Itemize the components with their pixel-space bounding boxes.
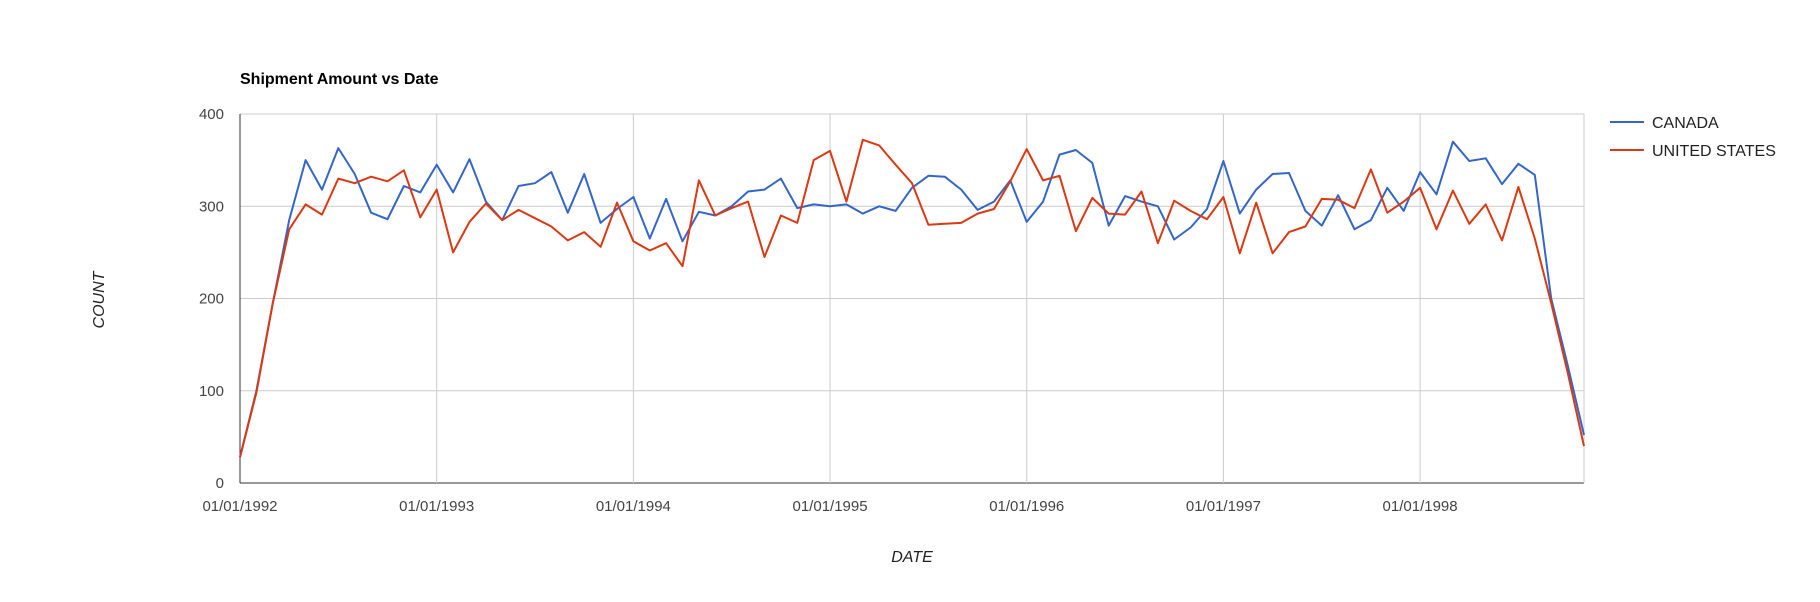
x-tick-label: 01/01/1994 <box>596 498 671 515</box>
legend: CANADA UNITED STATES <box>1610 115 1776 160</box>
y-tick-label: 0 <box>216 475 224 492</box>
series-line-canada <box>239 140 1585 458</box>
legend-label: UNITED STATES <box>1652 143 1776 160</box>
x-axis-ticks: 01/01/1992 01/01/1993 01/01/1994 01/01/1995… <box>202 498 1457 515</box>
grid-lines <box>239 113 1585 484</box>
y-tick-label: 200 <box>199 291 224 308</box>
x-axis-label: DATE <box>891 549 933 566</box>
x-tick-label: 01/01/1998 <box>1383 498 1458 515</box>
y-axis-ticks: 0 100 200 300 400 <box>199 106 224 492</box>
x-tick-label: 01/01/1995 <box>793 498 868 515</box>
y-tick-label: 300 <box>199 198 224 215</box>
y-tick-label: 100 <box>199 383 224 400</box>
x-tick-label: 01/01/1993 <box>399 498 474 515</box>
x-tick-label: 01/01/1996 <box>989 498 1064 515</box>
y-tick-label: 400 <box>199 106 224 123</box>
x-tick-label: 01/01/1992 <box>202 498 277 515</box>
chart-title: Shipment Amount vs Date <box>240 71 439 88</box>
series-lines <box>239 138 1585 458</box>
x-tick-label: 01/01/1997 <box>1186 498 1261 515</box>
series-line-united-states <box>239 138 1585 458</box>
legend-label: CANADA <box>1652 115 1719 132</box>
y-axis-label: COUNT <box>91 270 108 328</box>
